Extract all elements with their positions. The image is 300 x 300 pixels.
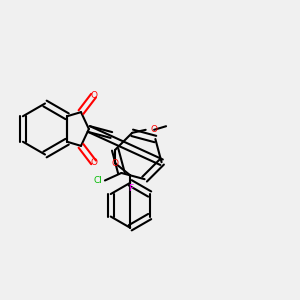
Text: O: O xyxy=(151,125,158,134)
Text: O: O xyxy=(90,91,97,100)
Text: Cl: Cl xyxy=(94,176,103,185)
Text: O: O xyxy=(90,158,97,167)
Text: F: F xyxy=(128,184,133,193)
Text: O: O xyxy=(112,159,119,168)
